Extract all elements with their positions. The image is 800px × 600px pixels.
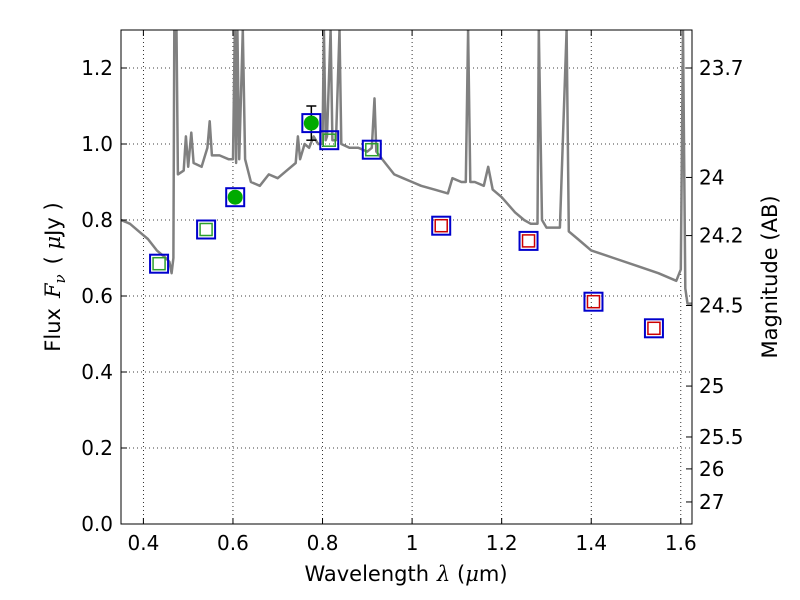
model-box bbox=[149, 253, 170, 274]
y-tick-label: 1.2 bbox=[81, 56, 113, 80]
y2-axis-title: Magnitude (AB) bbox=[758, 195, 782, 358]
x-tick-label: 1 bbox=[406, 531, 419, 555]
model-box bbox=[301, 113, 322, 134]
mag-tick-label: 24 bbox=[699, 165, 724, 189]
optical-box bbox=[199, 222, 213, 237]
nir-box bbox=[647, 321, 661, 336]
y-tick-label: 0.0 bbox=[81, 512, 113, 536]
model-box bbox=[431, 215, 452, 236]
data-layer bbox=[121, 30, 692, 339]
x-axis-title: Wavelength λ (μm) bbox=[304, 562, 507, 586]
plot-frame bbox=[120, 29, 693, 525]
grid bbox=[121, 30, 692, 525]
optical-box bbox=[322, 133, 336, 147]
spectrum-line bbox=[121, 30, 692, 305]
x-tick-label: 0.4 bbox=[127, 531, 159, 555]
x-tick-label: 0.8 bbox=[307, 531, 339, 555]
y-tick-label: 0.2 bbox=[81, 436, 113, 460]
optical-box bbox=[365, 142, 379, 157]
ticks: 0.4 0.6 0.8 1 1.2 1.4 1.6 0.0 0.2 0.4 0.6 0.8 1.0 1.2… bbox=[81, 30, 744, 555]
observed-point bbox=[303, 115, 319, 131]
x-tick-label: 1.6 bbox=[665, 531, 697, 555]
optical-box bbox=[152, 256, 166, 271]
mag-tick-label: 25 bbox=[699, 374, 724, 398]
x-tick-label: 1.2 bbox=[486, 531, 518, 555]
model-box bbox=[643, 318, 664, 339]
nir-box bbox=[521, 234, 536, 248]
y-axis-title: FluxFν( μJy ) bbox=[41, 202, 69, 351]
model-box bbox=[319, 130, 340, 151]
model-box bbox=[225, 187, 246, 208]
x-tick-label: 1.4 bbox=[575, 531, 607, 555]
mag-tick-label: 26 bbox=[699, 457, 724, 481]
mag-tick-label: 23.7 bbox=[699, 56, 744, 80]
mag-tick-label: 24.5 bbox=[699, 294, 744, 318]
y-tick-label: 0.6 bbox=[81, 284, 113, 308]
mag-tick-label: 27 bbox=[699, 490, 724, 514]
x-tick-label: 0.6 bbox=[217, 531, 249, 555]
nir-box bbox=[586, 294, 601, 309]
model-box bbox=[361, 139, 382, 160]
observed-point bbox=[227, 189, 243, 205]
mag-tick-label: 24.2 bbox=[699, 224, 744, 248]
model-box bbox=[583, 291, 604, 312]
mag-tick-label: 25.5 bbox=[699, 425, 744, 449]
y-tick-label: 0.8 bbox=[81, 208, 113, 232]
model-box bbox=[196, 219, 217, 240]
plot-area bbox=[121, 30, 692, 339]
y-tick-label: 1.0 bbox=[81, 132, 113, 156]
model-box bbox=[518, 230, 539, 251]
y-tick-label: 0.4 bbox=[81, 360, 113, 384]
nir-box bbox=[434, 218, 448, 233]
